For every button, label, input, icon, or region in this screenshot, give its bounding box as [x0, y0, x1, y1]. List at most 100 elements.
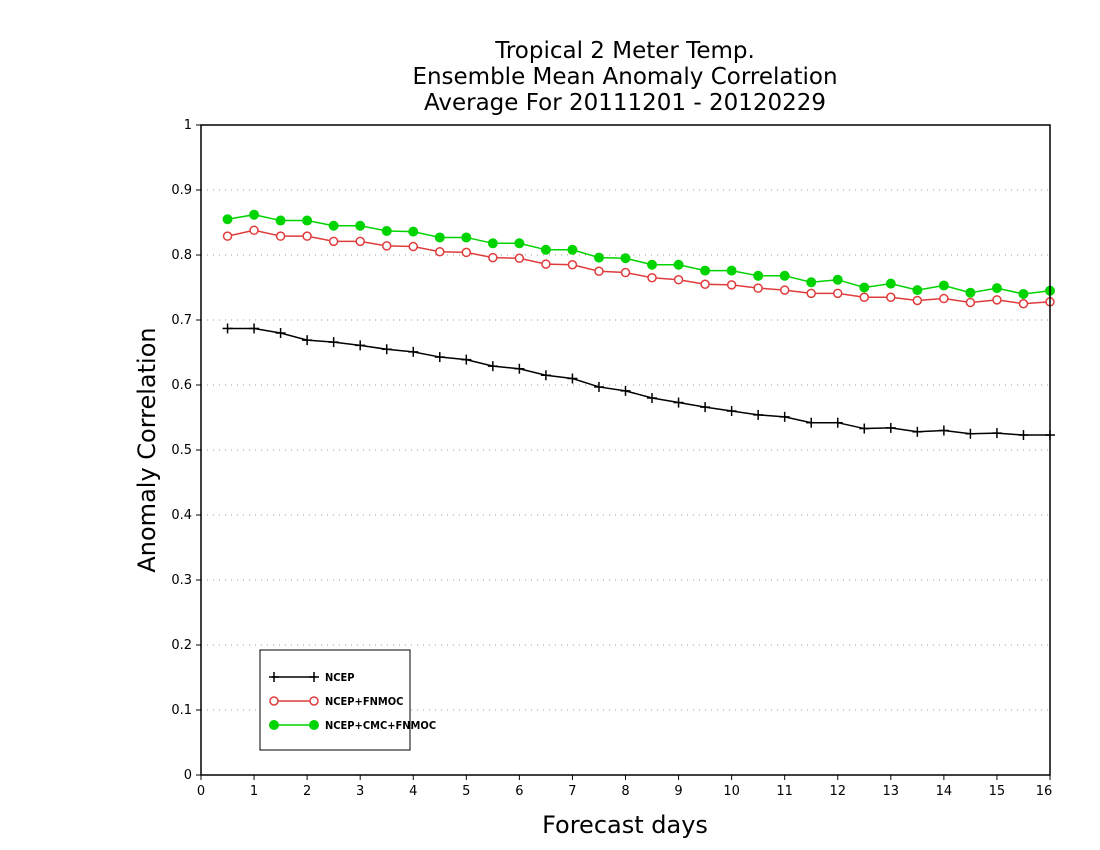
series-2-point-13: [567, 244, 578, 255]
series-line-1: [227, 229, 1051, 305]
series-0-point-27: [938, 425, 949, 436]
legend-label-2: NCEP+CMC+FNMOC: [325, 719, 436, 732]
series-2-point-4: [328, 220, 339, 231]
series-2-point-10: [487, 238, 498, 249]
y-tick-label-9: 0.9: [171, 183, 192, 198]
series-2-point-21: [779, 270, 790, 281]
series-0-point-7: [408, 346, 419, 357]
series-2: [222, 209, 1055, 299]
series-0-point-1: [249, 323, 260, 334]
y-tick-label-5: 0.5: [171, 443, 192, 458]
x-tick-label-2: 2: [303, 784, 311, 799]
series-2-point-17: [673, 259, 684, 270]
series-2-point-8: [434, 232, 445, 243]
series-2-point-24: [859, 282, 870, 293]
x-tick-label-9: 9: [674, 784, 682, 799]
series-1-point-20: [753, 283, 763, 293]
series-1-point-29: [992, 295, 1002, 305]
series-1-point-24: [859, 292, 870, 302]
series-1-point-1: [249, 225, 259, 236]
series-0-point-23: [832, 417, 843, 428]
y-tick-label-8: 0.8: [171, 248, 192, 263]
legend-marker-start-2: [269, 720, 279, 730]
series-line-2: [227, 213, 1051, 295]
series-0-point-18: [700, 402, 711, 413]
series-1-point-26: [912, 295, 923, 306]
x-tick-label-5: 5: [462, 784, 470, 799]
series-1-point-16: [647, 273, 657, 283]
legend-marker-start-1: [269, 696, 279, 706]
series-0-point-17: [673, 397, 684, 408]
series-0-point-30: [1018, 430, 1029, 441]
y-tick-label-2: 0.2: [171, 638, 192, 653]
series-1-point-19: [726, 280, 737, 290]
series-2-point-5: [355, 220, 366, 231]
series-2-point-27: [938, 280, 949, 291]
series-1-point-2: [275, 231, 286, 241]
series-0-point-21: [779, 411, 790, 422]
series-1-point-22: [806, 288, 816, 299]
series-1-point-18: [700, 279, 710, 289]
series-2-point-7: [408, 226, 419, 237]
series-0-point-13: [567, 373, 578, 384]
series-1-point-21: [779, 285, 790, 295]
series-0-point-0: [222, 323, 233, 334]
y-tick-label-4: 0.4: [171, 508, 192, 523]
series-1-point-11: [514, 253, 525, 263]
y-tick-label-1: 0.1: [171, 703, 192, 718]
legend-label-0: NCEP: [325, 671, 355, 684]
series-0-point-19: [726, 406, 737, 416]
series-2-point-1: [249, 209, 260, 220]
series-2-point-23: [832, 274, 843, 285]
series-0-point-4: [328, 337, 339, 348]
series-0-point-28: [965, 428, 976, 439]
series-1-point-25: [886, 292, 896, 302]
legend: NCEP NCEP+FNMOC NCEP+CMC+FNMOC: [259, 649, 436, 751]
series-0-point-8: [434, 352, 445, 363]
series-0-point-24: [859, 423, 870, 434]
data-series: [222, 209, 1055, 441]
series-2-point-18: [700, 265, 711, 276]
title-line-1: Tropical 2 Meter Temp.: [494, 38, 755, 64]
series-2-point-30: [1018, 289, 1029, 299]
series-2-point-9: [461, 232, 472, 243]
series-1-point-17: [673, 274, 684, 285]
series-2-point-16: [647, 259, 658, 270]
series-2-point-3: [302, 215, 313, 226]
series-0-point-3: [302, 335, 313, 346]
series-2-point-0: [222, 214, 233, 225]
series-2-point-28: [965, 287, 976, 298]
series-0-point-15: [620, 385, 631, 396]
title-line-2: Ensemble Mean Anomaly Correlation: [412, 64, 837, 90]
series-0-point-26: [912, 426, 923, 437]
x-tick-label-12: 12: [829, 784, 846, 799]
x-tick-label-14: 14: [936, 784, 953, 799]
series-1-point-5: [355, 236, 365, 247]
series-0: [222, 323, 1055, 441]
series-0-point-9: [461, 354, 472, 365]
series-2-point-22: [806, 277, 817, 288]
x-tick-label-8: 8: [621, 784, 629, 799]
series-0-point-2: [275, 328, 286, 338]
series-2-point-20: [753, 270, 764, 281]
series-0-point-25: [885, 422, 896, 433]
series-1-point-30: [1018, 299, 1029, 309]
y-tick-label-7: 0.7: [171, 313, 192, 328]
series-0-point-10: [487, 361, 498, 372]
x-tick-label-13: 13: [883, 784, 900, 799]
series-1-point-10: [488, 252, 498, 263]
series-2-point-11: [514, 238, 525, 249]
series-1-point-28: [965, 297, 976, 308]
legend-label-1: NCEP+FNMOC: [325, 695, 403, 708]
legend-marker-end-0: [309, 672, 319, 682]
x-tick-label-0: 0: [197, 784, 205, 799]
legend-marker-end-2: [309, 720, 319, 730]
series-0-point-14: [593, 381, 604, 392]
series-1-point-27: [939, 293, 949, 304]
x-tick-label-4: 4: [409, 784, 417, 799]
series-0-point-5: [355, 340, 366, 351]
x-tick-label-1: 1: [250, 784, 258, 799]
x-tick-label-3: 3: [356, 784, 364, 799]
series-1-point-9: [461, 247, 472, 258]
